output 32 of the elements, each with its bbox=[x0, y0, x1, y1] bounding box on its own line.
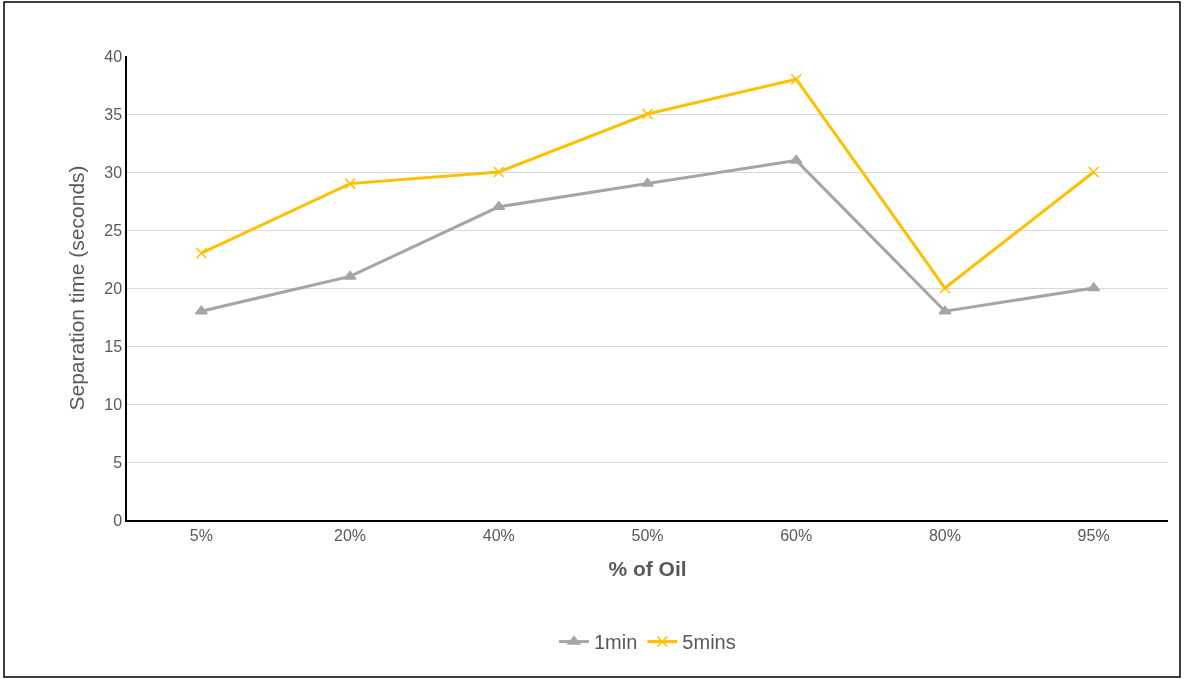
point bbox=[1087, 166, 1100, 178]
y-tick-label: 40 bbox=[104, 47, 123, 65]
y-tick-label: 5 bbox=[113, 453, 123, 471]
y-tick-label: 35 bbox=[104, 105, 123, 123]
x-tick-label: 40% bbox=[482, 526, 515, 544]
point bbox=[641, 108, 654, 120]
legend-label: 5mins bbox=[682, 631, 736, 654]
legend-label: 1min bbox=[594, 631, 638, 654]
y-tick-label: 0 bbox=[113, 511, 123, 529]
x-tick-label: 60% bbox=[780, 526, 813, 544]
x-tick-label: 50% bbox=[631, 526, 664, 544]
y-tick-label: 20 bbox=[104, 279, 123, 297]
point bbox=[1087, 282, 1101, 292]
x-tick-label: 95% bbox=[1077, 526, 1110, 544]
y-tick-label: 25 bbox=[104, 221, 123, 239]
point bbox=[938, 305, 952, 315]
point bbox=[493, 166, 505, 178]
point bbox=[344, 177, 356, 190]
point bbox=[789, 154, 803, 164]
point bbox=[194, 305, 208, 315]
y-axis-title: Separation time (seconds) bbox=[64, 165, 88, 411]
x-tick-label: 5% bbox=[189, 526, 213, 544]
y-tick-label: 15 bbox=[104, 337, 123, 355]
x-tick-label: 20% bbox=[334, 526, 367, 544]
point bbox=[790, 73, 802, 85]
point bbox=[343, 270, 357, 280]
y-tick-label: 30 bbox=[104, 163, 123, 181]
y-tick-label: 10 bbox=[104, 395, 123, 413]
point bbox=[492, 201, 506, 211]
x-axis-title: % of Oil bbox=[608, 556, 687, 580]
point bbox=[195, 247, 208, 259]
x-tick-label: 80% bbox=[928, 526, 961, 544]
